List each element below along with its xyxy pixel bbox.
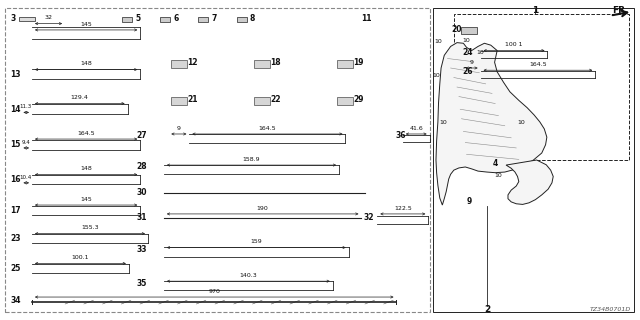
- Bar: [253, 60, 270, 68]
- Bar: [433, 8, 634, 312]
- Bar: [4, 8, 430, 312]
- Text: 9.4: 9.4: [21, 140, 30, 145]
- Text: 100 1: 100 1: [506, 42, 523, 47]
- Text: 30: 30: [136, 188, 147, 197]
- Text: 20: 20: [451, 25, 461, 35]
- Text: 36: 36: [395, 132, 406, 140]
- Bar: [461, 28, 477, 34]
- Text: 7: 7: [212, 14, 217, 23]
- Text: FR.: FR.: [612, 6, 628, 15]
- Text: 19: 19: [353, 58, 364, 67]
- Text: 164.5: 164.5: [259, 126, 276, 131]
- Text: 41.6: 41.6: [410, 126, 423, 131]
- Text: 1: 1: [532, 6, 538, 15]
- Text: 13: 13: [10, 70, 21, 79]
- Bar: [122, 17, 132, 22]
- Text: 18: 18: [270, 58, 281, 67]
- Text: 9: 9: [177, 126, 180, 132]
- Text: 17: 17: [10, 206, 21, 215]
- Text: 10: 10: [495, 173, 502, 178]
- Bar: [171, 60, 188, 68]
- Text: 164.5: 164.5: [77, 131, 95, 136]
- Text: 129.4: 129.4: [71, 95, 89, 100]
- Text: 23: 23: [10, 234, 21, 243]
- Text: 9: 9: [467, 197, 472, 206]
- Text: 4: 4: [493, 159, 498, 168]
- Text: 148: 148: [80, 166, 92, 172]
- Text: 10: 10: [517, 120, 525, 125]
- Bar: [454, 14, 629, 160]
- Text: 9: 9: [470, 60, 474, 66]
- Text: 32: 32: [364, 213, 374, 222]
- Text: 29: 29: [353, 95, 364, 104]
- Text: 25: 25: [10, 264, 20, 273]
- Bar: [237, 17, 246, 22]
- Text: 970: 970: [208, 289, 220, 294]
- Polygon shape: [506, 160, 553, 204]
- Text: 8: 8: [250, 14, 255, 23]
- Bar: [160, 17, 170, 22]
- Text: 14: 14: [10, 105, 21, 114]
- Text: 3: 3: [10, 14, 15, 23]
- Text: 28: 28: [136, 163, 147, 172]
- Text: 27: 27: [136, 132, 147, 140]
- Text: 10: 10: [477, 50, 484, 55]
- Text: 34: 34: [10, 296, 21, 305]
- Text: 33: 33: [136, 245, 147, 254]
- Text: 26: 26: [463, 67, 473, 76]
- Text: 190: 190: [257, 206, 269, 211]
- Polygon shape: [436, 43, 547, 205]
- Text: 24: 24: [463, 48, 473, 57]
- Text: 2: 2: [484, 305, 490, 314]
- Text: 145: 145: [80, 22, 92, 27]
- Bar: [337, 97, 353, 105]
- Text: 32: 32: [45, 15, 52, 20]
- Text: 6: 6: [173, 14, 179, 23]
- Text: 15: 15: [10, 140, 20, 149]
- Text: 16: 16: [10, 175, 21, 184]
- Text: 10: 10: [463, 37, 470, 43]
- Text: TZ34B0701D: TZ34B0701D: [589, 307, 631, 312]
- Text: 159: 159: [250, 239, 262, 244]
- Text: 155.3: 155.3: [81, 225, 99, 230]
- Text: 148: 148: [80, 61, 92, 67]
- Text: 100.1: 100.1: [72, 255, 89, 260]
- Bar: [19, 17, 35, 21]
- Bar: [253, 97, 270, 105]
- Text: 122.5: 122.5: [394, 206, 412, 211]
- Bar: [198, 17, 209, 22]
- Bar: [337, 60, 353, 68]
- Text: 10: 10: [439, 120, 447, 125]
- Text: 145: 145: [80, 197, 92, 202]
- Text: 5: 5: [135, 14, 140, 23]
- Text: 140.3: 140.3: [239, 273, 257, 278]
- Text: 12: 12: [188, 58, 198, 67]
- Bar: [171, 97, 188, 105]
- Text: 158.9: 158.9: [243, 157, 260, 162]
- Text: 21: 21: [188, 95, 198, 104]
- Text: 10: 10: [433, 73, 440, 78]
- Text: 22: 22: [270, 95, 281, 104]
- Text: 31: 31: [136, 213, 147, 222]
- Text: 11: 11: [362, 14, 372, 23]
- Text: 10: 10: [435, 38, 442, 44]
- Text: 11.3: 11.3: [19, 104, 32, 109]
- Text: 164.5: 164.5: [529, 62, 547, 67]
- Text: 10.4: 10.4: [19, 175, 32, 180]
- Text: 35: 35: [136, 279, 147, 288]
